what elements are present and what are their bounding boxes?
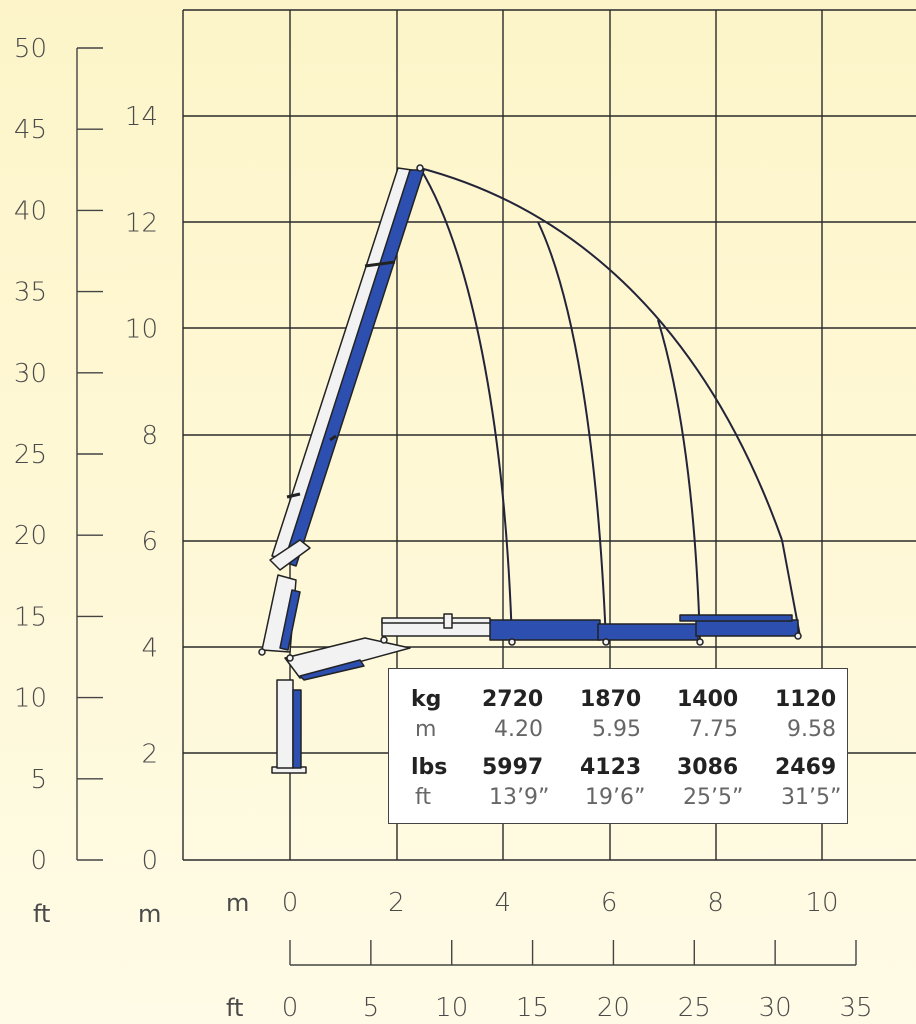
left-ft-unit: ft xyxy=(33,900,50,928)
m-value: 9.58 xyxy=(787,717,836,742)
horizontal-boom-tip-rail xyxy=(679,614,793,622)
bottom-ft-tick-label: 30 xyxy=(759,993,792,1023)
column-cylinder xyxy=(292,689,302,769)
left-ft-tick-label: 30 xyxy=(14,359,47,389)
arc-reach-2 xyxy=(537,221,607,643)
kg-value: 1120 xyxy=(775,687,837,712)
horizontal-boom-top-rail xyxy=(381,617,491,624)
bottom-m-unit: m xyxy=(226,889,249,917)
ft-value: 31’5” xyxy=(781,785,842,810)
left-m-tick-label: 8 xyxy=(141,421,158,451)
boom-hinge xyxy=(269,539,311,571)
kg-value: 2720 xyxy=(482,687,544,712)
horizontal-boom-section-1 xyxy=(489,619,601,641)
row-lbs-label: lbs xyxy=(411,755,448,780)
kg-value: 1400 xyxy=(677,687,739,712)
ft-value: 19’6” xyxy=(585,785,646,810)
ft-value: 25’5” xyxy=(683,785,744,810)
lower-arm-cylinder xyxy=(279,589,301,651)
bottom-ft-tick-label: 35 xyxy=(839,993,872,1023)
lbs-value: 2469 xyxy=(775,755,837,780)
bottom-m-tick-label: 4 xyxy=(495,888,512,918)
left-ft-tick-label: 25 xyxy=(14,440,47,470)
main-boom-blue xyxy=(283,169,425,567)
m-value: 5.95 xyxy=(592,717,641,742)
bottom-m-tick-label: 10 xyxy=(805,888,838,918)
left-ft-tick-label: 5 xyxy=(30,765,47,795)
bottom-m-scale: m 0 2 4 6 8 10 xyxy=(226,888,839,918)
kg-value: 1870 xyxy=(580,687,642,712)
left-ft-tick-label: 45 xyxy=(14,115,47,145)
left-m-unit: m xyxy=(138,900,161,928)
bottom-ft-unit: ft xyxy=(226,994,243,1022)
inner-boom-cylinder xyxy=(299,659,365,681)
bottom-ft-ruler: ft 0 5 10 15 20 25 30 35 xyxy=(226,940,873,1023)
outer-envelope-curve xyxy=(419,167,783,541)
crane-column xyxy=(276,679,294,769)
crane-illustration xyxy=(258,164,802,774)
left-m-tick-label: 12 xyxy=(125,208,158,238)
left-ft-tick-label: 50 xyxy=(14,34,47,64)
bottom-m-tick-label: 8 xyxy=(707,888,724,918)
bottom-m-tick-label: 0 xyxy=(282,888,299,918)
bottom-ft-tick-label: 20 xyxy=(597,993,630,1023)
bottom-ft-tick-label: 10 xyxy=(435,993,468,1023)
left-m-tick-label: 14 xyxy=(125,102,158,132)
bottom-ft-tick-label: 25 xyxy=(678,993,711,1023)
left-m-tick-label: 10 xyxy=(125,315,158,345)
left-ft-tick-label: 35 xyxy=(14,278,47,308)
left-ft-tick-label: 15 xyxy=(14,602,47,632)
arc-reach-1 xyxy=(419,167,513,643)
bottom-ft-tick-label: 5 xyxy=(363,993,380,1023)
left-m-tick-label: 4 xyxy=(141,633,158,663)
left-ft-tick-label: 10 xyxy=(14,684,47,714)
left-ft-tick-label: 20 xyxy=(14,521,47,551)
bottom-m-tick-label: 6 xyxy=(601,888,618,918)
left-m-tick-label: 0 xyxy=(141,846,158,876)
horizontal-boom-section-3 xyxy=(695,619,799,637)
left-m-scale: 14 12 10 8 6 4 2 0 m xyxy=(125,102,161,928)
horizontal-boom-marker xyxy=(443,613,453,629)
load-table: kg 2720 1870 1400 1120 m 4.20 5.95 7.75 … xyxy=(388,668,848,824)
horizontal-boom-section-2 xyxy=(597,623,699,641)
row-kg-label: kg xyxy=(411,687,442,712)
lbs-value: 3086 xyxy=(677,755,739,780)
left-m-tick-label: 2 xyxy=(141,740,158,770)
m-value: 7.75 xyxy=(689,717,738,742)
bottom-ft-tick-label: 0 xyxy=(282,993,299,1023)
inner-boom-arm xyxy=(284,637,411,679)
lbs-value: 4123 xyxy=(580,755,642,780)
bottom-m-tick-label: 2 xyxy=(388,888,405,918)
grid xyxy=(182,9,916,861)
left-ft-tick-label: 0 xyxy=(30,846,47,876)
ft-value: 13’9” xyxy=(489,785,550,810)
arc-reach-3 xyxy=(657,319,701,643)
lbs-value: 5997 xyxy=(482,755,544,780)
row-ft-label: ft xyxy=(415,785,431,810)
left-m-tick-label: 6 xyxy=(141,527,158,557)
bottom-ft-tick-label: 15 xyxy=(516,993,549,1023)
m-value: 4.20 xyxy=(494,717,543,742)
row-m-label: m xyxy=(415,717,437,742)
left-ft-tick-label: 40 xyxy=(14,196,47,226)
